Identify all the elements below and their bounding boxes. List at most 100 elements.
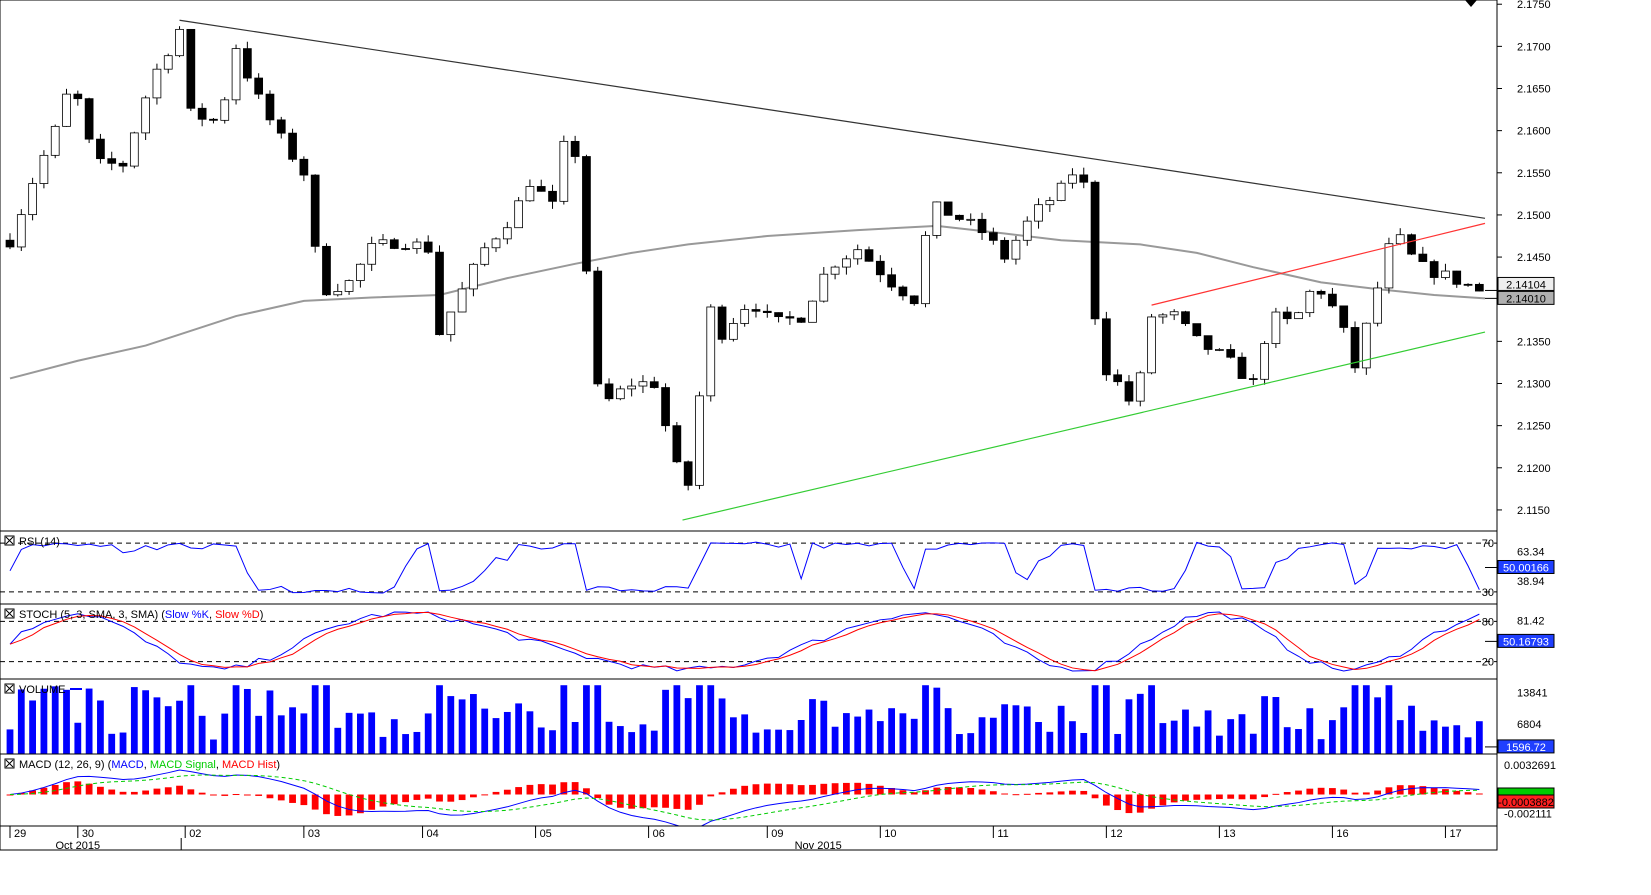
moving-average-line	[9, 224, 1486, 380]
price-tick-label: 2.1200	[1517, 463, 1551, 475]
candle-body	[1418, 253, 1428, 262]
macd-hist-bar	[1159, 794, 1167, 806]
volume-bar	[176, 700, 183, 754]
candle-body	[909, 295, 919, 305]
candle-body	[457, 288, 467, 313]
candle-body	[1068, 174, 1077, 184]
stoch-lines-layer	[0, 611, 1497, 672]
macd-hist-bar	[1102, 794, 1110, 806]
candles-layer	[5, 26, 1484, 491]
volume-bar	[1159, 723, 1167, 754]
candle-body	[1361, 322, 1371, 369]
volume-bar	[1362, 685, 1370, 754]
volume-bar	[1091, 685, 1099, 754]
volume-bar	[334, 727, 342, 754]
volume-bar	[63, 689, 70, 754]
rsi-tick-label: 30	[1482, 587, 1494, 599]
price-tick-label: 2.1450	[1517, 252, 1551, 264]
volume-bar	[277, 715, 285, 754]
stoch-value-box	[1497, 633, 1555, 648]
day-label: 29	[14, 828, 26, 840]
rsi-line	[9, 541, 1480, 594]
volume-bar	[503, 711, 511, 754]
volume-bar	[390, 719, 398, 754]
macd-hist-bar	[560, 782, 568, 795]
candle-body	[762, 310, 772, 313]
macd-hist-bar	[888, 788, 895, 795]
candle-body	[932, 201, 942, 236]
candle-body	[1248, 378, 1258, 380]
macd-hist-bar	[1001, 793, 1009, 795]
candle-body	[129, 132, 139, 167]
macd-hist-bar	[684, 794, 692, 810]
day-label: 11	[997, 828, 1008, 840]
volume-bar	[809, 699, 816, 754]
volume-bar	[266, 690, 274, 754]
macd-hist-bar	[583, 788, 590, 795]
volume-bar	[1193, 726, 1201, 754]
day-label: 16	[1336, 828, 1348, 840]
macd-hist-bar	[108, 789, 116, 795]
candle-body	[344, 280, 354, 292]
macd-tick-label: 0.0032691	[1504, 760, 1556, 772]
candle-body	[1022, 220, 1032, 241]
volume-bar	[198, 715, 206, 754]
candle-body	[559, 140, 569, 202]
rsi-axis: 70 30 63.34 50.00166 38.94	[1482, 538, 1555, 599]
macd-hist-bar	[1091, 794, 1099, 799]
macd-hist-bar	[1351, 792, 1359, 795]
macd-hist-bar	[40, 787, 48, 795]
volume-bar	[187, 685, 195, 754]
macd-hist-bar	[198, 792, 206, 795]
candle-body	[265, 93, 275, 121]
macd-hist-bar	[910, 792, 918, 795]
macd-hist-bar	[1046, 792, 1054, 795]
candle-body	[842, 258, 851, 268]
macd-hist-bar	[922, 790, 929, 795]
candle-body	[401, 248, 410, 250]
macd-signal-box	[1497, 787, 1555, 796]
macd-hist-bar	[639, 794, 647, 809]
macd-hist-bar	[1114, 794, 1122, 811]
candle-body	[514, 200, 523, 229]
candle-body	[1056, 182, 1066, 201]
volume-bar	[436, 685, 443, 754]
volume-bar	[797, 720, 805, 754]
candle-body	[1135, 372, 1145, 402]
volume-bar	[526, 711, 534, 754]
stoch-axis: 80 20 81.42 50.16793	[1482, 615, 1555, 669]
macd-hist-bar	[470, 794, 477, 798]
price-label-box	[1497, 290, 1555, 305]
candle-body	[649, 381, 659, 388]
candle-body	[898, 286, 908, 297]
volume-bar	[549, 730, 556, 754]
volume-bar	[707, 685, 715, 754]
volume-bar	[933, 687, 941, 754]
volume-bar	[1238, 714, 1246, 754]
macd-value-box	[1497, 794, 1555, 809]
volume-bar	[255, 715, 263, 754]
scroll-marker-icon[interactable]	[1465, 0, 1477, 7]
price-tick-label: 2.1700	[1517, 41, 1551, 53]
candle-body	[84, 98, 94, 140]
candle-body	[1384, 243, 1394, 289]
macd-hist-bar	[967, 787, 975, 795]
rsi-collapse-cross	[5, 536, 14, 545]
volume-bar	[1170, 720, 1178, 754]
price-tick-label: 2.1300	[1517, 379, 1551, 391]
stoch-legend-d: Slow %D	[215, 609, 260, 621]
day-label: 09	[771, 828, 783, 840]
macd-hist-bar	[51, 784, 59, 795]
candle-body	[141, 97, 150, 134]
volume-bar	[1012, 705, 1020, 754]
volume-bar	[85, 688, 93, 754]
volume-bar	[232, 685, 240, 754]
candle-body	[672, 425, 682, 463]
volume-bar	[1125, 699, 1133, 754]
candle-body	[593, 270, 603, 385]
stochastic-panel: 80 20 81.42 50.16793 STOCH (5, 3, SMA, 3, S…	[0, 603, 1555, 680]
macd-hist-bar	[221, 794, 229, 796]
macd-hist-bar	[741, 785, 749, 795]
macd-hist-bar	[447, 794, 455, 802]
macd-hist-bar	[1464, 792, 1472, 795]
